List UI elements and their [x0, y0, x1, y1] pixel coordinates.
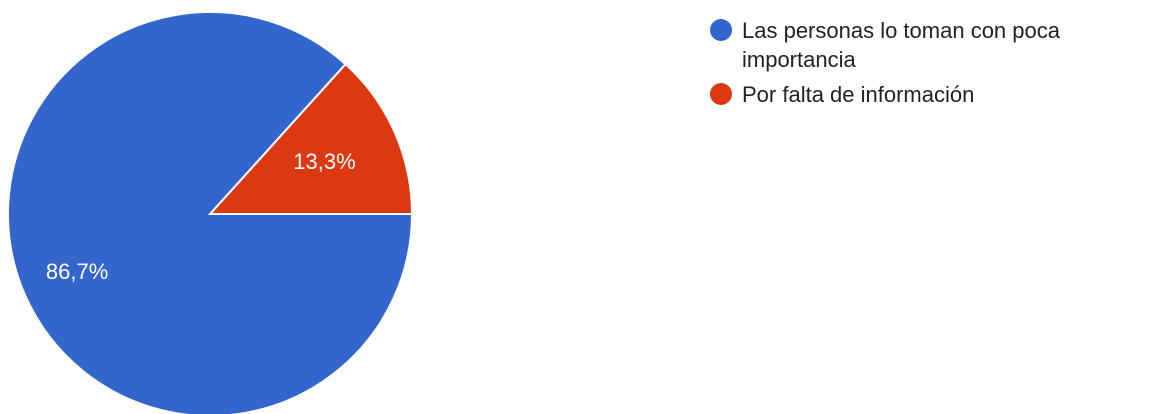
legend-marker-red [710, 83, 732, 105]
legend-marker-blue [710, 19, 732, 41]
pie-slice-falta-informacion[interactable] [207, 62, 414, 215]
slice-label-falta-informacion: 13,3% [293, 149, 355, 174]
chart-legend: Las personas lo toman con poca importanc… [710, 16, 1140, 115]
legend-label: Por falta de información [742, 82, 975, 107]
slice-label-poca-importancia: 86,7% [46, 259, 108, 284]
pie-slice-poca-importancia[interactable] [7, 11, 414, 414]
legend-item-poca-importancia[interactable]: Las personas lo toman con poca importanc… [710, 16, 1140, 74]
legend-item-falta-informacion[interactable]: Por falta de información [710, 80, 1140, 109]
legend-label: Las personas lo toman con poca importanc… [742, 18, 1060, 72]
